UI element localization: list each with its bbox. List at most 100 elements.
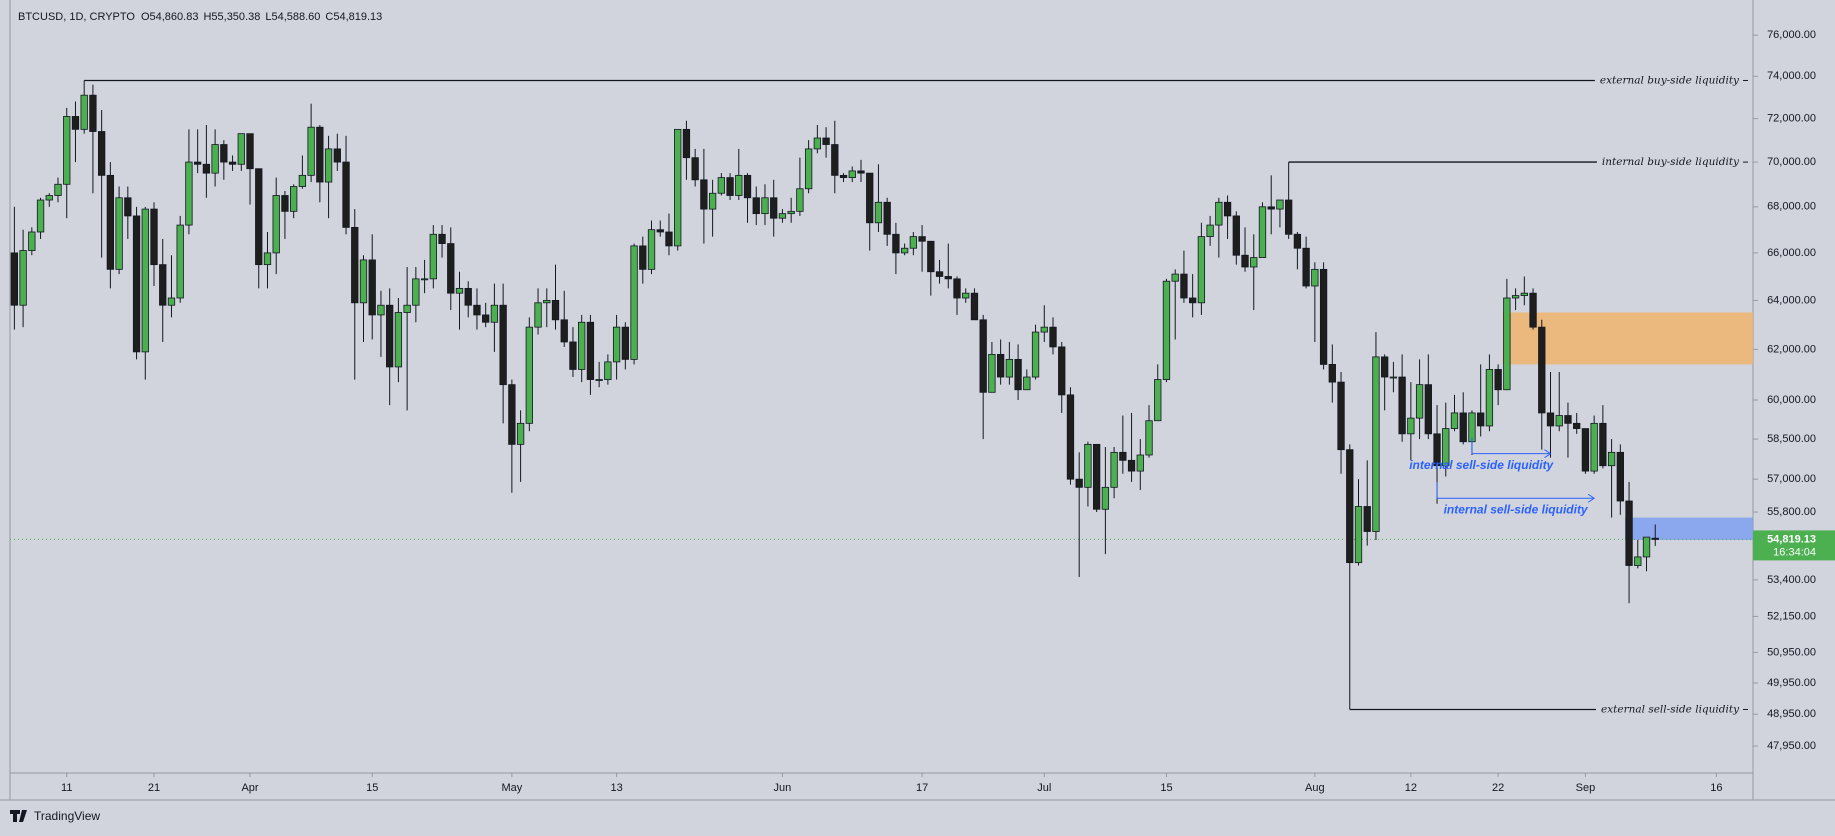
candle-body	[770, 197, 778, 219]
candle-body	[19, 250, 27, 306]
arrow	[1471, 437, 1551, 455]
candle-body	[508, 384, 516, 445]
candle-body	[674, 128, 682, 247]
candle-body	[569, 341, 577, 370]
y-tick-label: 55,800.00	[1767, 506, 1816, 518]
candle-body	[447, 243, 455, 294]
candle-body	[272, 195, 280, 254]
y-tick-label: 66,000.00	[1767, 247, 1816, 259]
arrow-head	[1544, 449, 1552, 459]
candle-body	[97, 131, 106, 176]
y-tick-label: 76,000.00	[1767, 29, 1816, 41]
candle-body	[804, 148, 813, 190]
candle-body	[813, 137, 821, 150]
level-label: external sell-side liquidity	[1601, 703, 1740, 715]
candle-body	[1302, 247, 1310, 287]
candle-body	[290, 186, 298, 212]
candle-body	[639, 245, 647, 270]
x-tick-label: Sep	[1576, 782, 1596, 794]
candle-body	[996, 353, 1005, 378]
candle-body	[1206, 224, 1214, 238]
candle-body	[333, 148, 341, 163]
candle-body	[691, 157, 699, 181]
candle-body	[281, 195, 289, 212]
candle-body	[883, 201, 891, 235]
candle-body	[412, 278, 420, 306]
candle-body	[1398, 376, 1406, 435]
candle-body	[1092, 443, 1101, 510]
y-tick-label: 72,000.00	[1767, 112, 1816, 124]
candle-body	[831, 144, 839, 176]
arrow-label: internal sell-side liquidity	[1409, 458, 1554, 472]
candle-body	[1311, 268, 1319, 287]
candle-body	[1127, 459, 1136, 472]
candle-body	[237, 133, 245, 165]
candle-body	[1494, 369, 1502, 391]
candle-body	[988, 353, 996, 393]
candle-body	[455, 287, 464, 294]
ohlc-label: H55,350.38	[203, 11, 260, 23]
candle-body	[918, 236, 926, 242]
y-tick-label: 57,000.00	[1767, 473, 1816, 485]
candle-body	[263, 252, 272, 266]
candle-body	[1040, 326, 1048, 333]
candle-body	[438, 233, 446, 244]
level-label: external buy-side liquidity	[1600, 74, 1740, 86]
candle-body	[761, 197, 769, 215]
candle-body	[1337, 381, 1345, 451]
candle-body	[228, 161, 237, 165]
price-tag-label: 54,819.13	[1767, 533, 1816, 545]
candle-body	[543, 299, 551, 304]
candle-body	[892, 233, 900, 254]
zone	[1625, 517, 1753, 540]
candle-body	[909, 236, 918, 249]
candle-body	[578, 321, 586, 370]
candle-body	[1162, 280, 1171, 380]
candle-body	[394, 312, 403, 368]
y-tick-label: 52,150.00	[1767, 610, 1816, 622]
candle-body	[1520, 292, 1528, 296]
candle-body	[586, 321, 595, 380]
candle-body	[612, 326, 621, 363]
y-tick-label: 58,500.00	[1767, 433, 1816, 445]
candle-body	[10, 252, 19, 306]
candle-body	[202, 163, 211, 174]
candle-body	[935, 271, 944, 277]
candle-body	[839, 174, 848, 178]
candle-body	[525, 326, 533, 424]
y-tick-label: 50,950.00	[1767, 646, 1816, 658]
candle-body	[1642, 536, 1651, 558]
candle-body	[1058, 346, 1066, 396]
candle-body	[420, 278, 429, 281]
candle-body	[1546, 412, 1555, 427]
candle-body	[778, 213, 787, 219]
candle-body	[1477, 412, 1485, 427]
level-label: internal buy-side liquidity	[1602, 156, 1740, 168]
candle-body	[822, 137, 830, 145]
candle-body	[927, 240, 935, 273]
candle-body	[220, 144, 228, 163]
candle-body	[159, 264, 167, 306]
candle-body	[1319, 268, 1328, 365]
candle-body	[1066, 394, 1075, 480]
candle-body	[1154, 379, 1162, 422]
candle-body	[1049, 326, 1057, 348]
candle-body	[464, 287, 472, 306]
symbol: BTCUSD, 1D, CRYPTO	[18, 11, 135, 23]
candle-body	[1433, 433, 1441, 467]
candle-body	[115, 197, 123, 270]
candle-body	[1503, 297, 1511, 391]
candle-body	[1634, 556, 1642, 566]
ohlc-label: O54,860.83	[141, 11, 199, 23]
brand: TradingView	[34, 809, 100, 823]
y-tick-label: 68,000.00	[1767, 201, 1816, 213]
x-tick-label: 15	[366, 782, 378, 794]
candle-body	[89, 94, 97, 132]
y-tick-label: 53,400.00	[1767, 574, 1816, 586]
candle-body	[255, 168, 263, 266]
candle-body	[211, 144, 219, 174]
candle-body	[1450, 412, 1459, 429]
x-tick-label: 15	[1160, 782, 1172, 794]
